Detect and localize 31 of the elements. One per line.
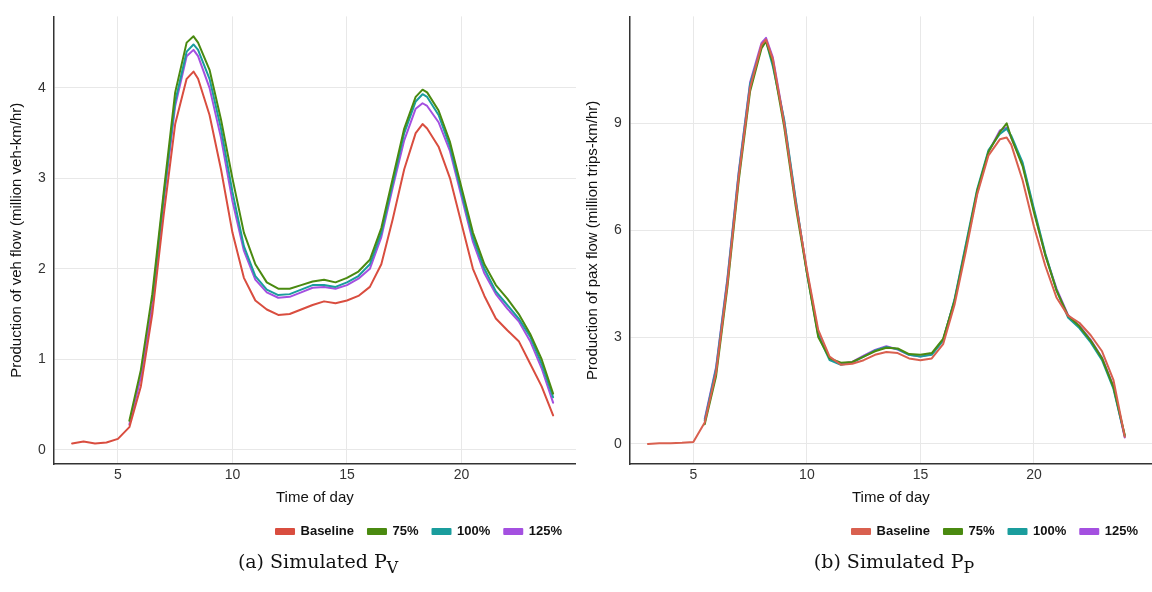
- y-tick-label: 0: [613, 434, 622, 451]
- x-tick-label: 20: [453, 466, 470, 483]
- text: (b) Simulated P$_{P}$: [812, 550, 976, 577]
- y-tick-label: 4: [37, 78, 46, 95]
- y-tick-label: 0: [37, 440, 46, 457]
- legend-label: Baseline: [876, 523, 930, 539]
- y-axis-title: Production of pax flow (million trips-km/hr): [583, 100, 601, 380]
- legend-label: 125%: [528, 523, 563, 539]
- x-tick-label: 10: [224, 466, 241, 483]
- legend-label: 75%: [392, 523, 419, 539]
- x-tick-label: 20: [1026, 466, 1042, 483]
- x-tick-label: 10: [799, 466, 815, 483]
- y-tick-label: 2: [37, 259, 46, 276]
- legend-label: 100%: [457, 523, 491, 539]
- y-tick-label: 1: [37, 350, 46, 367]
- y-tick-label: 3: [613, 327, 622, 344]
- legend-label: 100%: [1033, 523, 1067, 539]
- y-tick-label: 6: [613, 221, 622, 238]
- x-tick-label: 15: [912, 466, 929, 483]
- legend-label: 75%: [968, 523, 995, 539]
- text: (a) Simulated P$_{V}$: [236, 550, 400, 577]
- legend-label: 125%: [1104, 523, 1139, 539]
- y-tick-label: 3: [37, 169, 46, 186]
- x-axis-title: Time of day: [851, 488, 931, 506]
- y-tick-label: 9: [613, 114, 622, 131]
- x-axis-title: Time of day: [275, 488, 355, 506]
- x-tick-label: 15: [339, 466, 355, 483]
- x-tick-label: 5: [689, 466, 698, 483]
- y-axis-title: Production of veh flow (million veh-km/hr): [7, 102, 25, 378]
- x-tick-label: 5: [114, 466, 123, 483]
- legend-label: Baseline: [300, 523, 354, 539]
